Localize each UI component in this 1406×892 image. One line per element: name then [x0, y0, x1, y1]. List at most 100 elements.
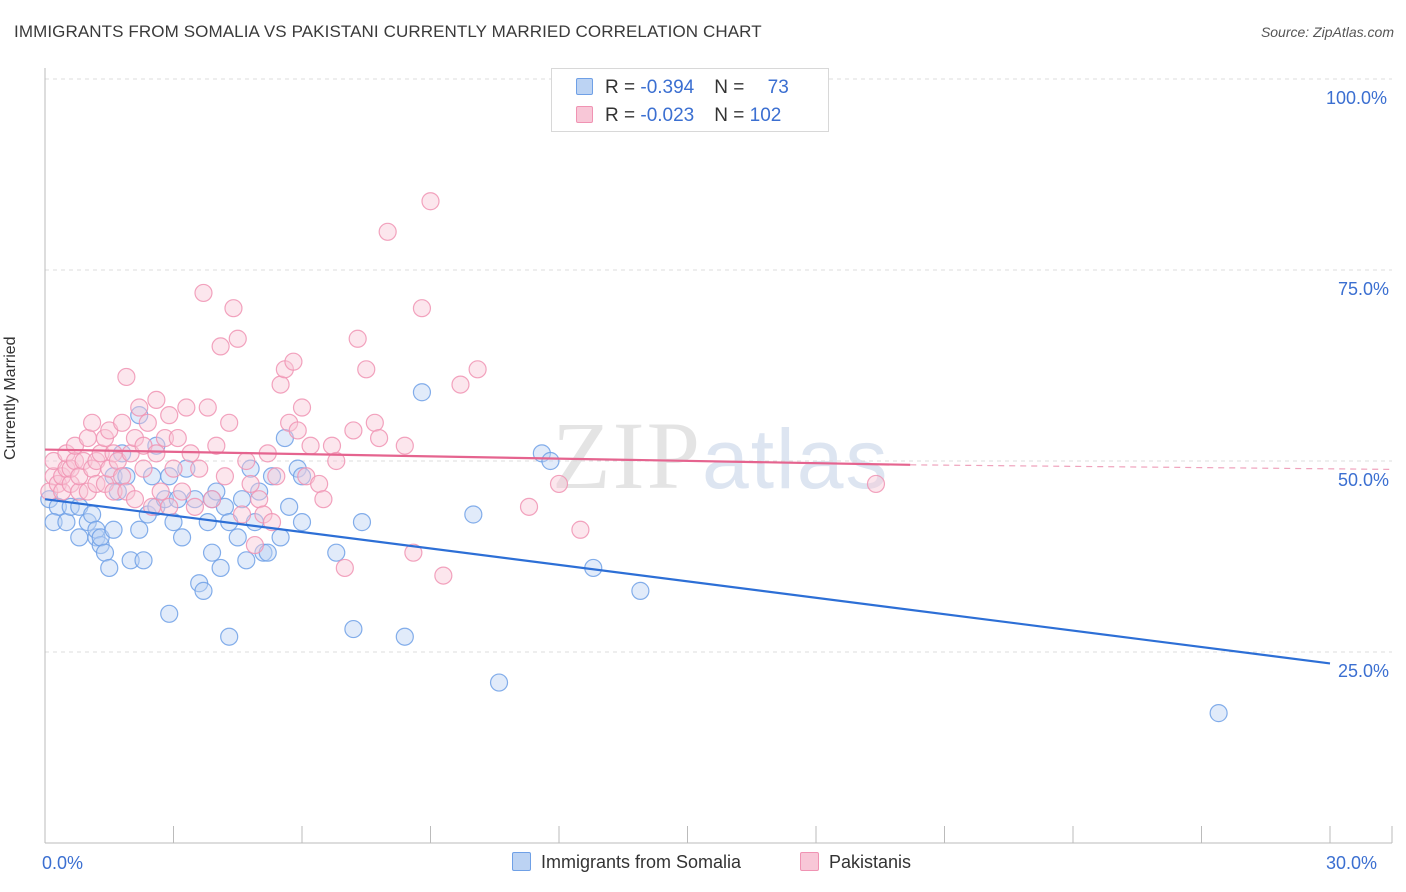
point-pakistani	[301, 436, 320, 455]
point-pakistani	[395, 436, 414, 455]
point-somalia	[412, 383, 432, 402]
point-somalia	[262, 467, 282, 486]
y-tick-75: 75.0%	[1338, 279, 1390, 299]
point-pakistani	[202, 490, 222, 509]
point-pakistani	[164, 459, 183, 478]
point-pakistani	[549, 474, 569, 494]
point-pakistani	[245, 535, 264, 555]
point-pakistani	[262, 513, 282, 532]
point-pakistani	[198, 398, 217, 417]
point-somalia	[134, 551, 153, 570]
point-somalia	[194, 581, 213, 600]
point-pakistani	[172, 482, 192, 501]
point-somalia	[202, 543, 222, 562]
point-pakistani	[241, 474, 260, 494]
point-pakistani	[190, 459, 209, 478]
legend-row-somalia: R = -0.394 N = 73	[576, 77, 789, 99]
bottom-legend-somalia: Immigrants from Somalia	[512, 852, 741, 873]
point-pakistani	[134, 459, 153, 478]
point-pakistani	[434, 566, 453, 585]
point-pakistani	[207, 436, 226, 455]
trendline-pakistani	[44, 448, 911, 466]
point-pakistani	[421, 192, 440, 211]
legend-swatch-pakistani	[576, 106, 593, 123]
point-somalia	[104, 520, 123, 539]
watermark-zip: ZIP	[552, 402, 702, 509]
point-pakistani	[310, 474, 329, 494]
legend-n-value: 73	[767, 77, 789, 98]
point-pakistani	[284, 352, 303, 371]
point-pakistani	[224, 299, 243, 318]
point-pakistani	[117, 367, 136, 387]
x-tick-0: 0.0%	[42, 853, 84, 873]
point-pakistani	[232, 505, 252, 524]
point-pakistani	[327, 451, 346, 471]
legend-r-value: -0.394	[640, 77, 695, 98]
point-pakistani	[125, 490, 145, 509]
point-pakistani	[412, 299, 432, 318]
point-somalia	[130, 520, 149, 539]
legend-row-pakistani: R = -0.023 N = 102	[576, 105, 781, 127]
point-pakistani	[194, 283, 213, 303]
legend-r-label: R =	[605, 105, 641, 126]
legend-swatch-somalia	[576, 78, 593, 95]
point-pakistani	[468, 360, 487, 379]
point-pakistani	[357, 360, 376, 379]
point-pakistani	[211, 337, 230, 356]
point-somalia	[57, 513, 76, 532]
point-pakistani	[335, 558, 354, 578]
point-somalia	[292, 467, 312, 486]
point-somalia	[352, 513, 372, 532]
point-pakistani	[288, 421, 307, 440]
stats-legend: R = -0.394 N = 73 R = -0.023 N = 102	[551, 68, 829, 132]
point-pakistani	[78, 428, 97, 448]
point-pakistani	[322, 436, 342, 455]
point-pakistani	[168, 428, 187, 448]
point-somalia	[83, 505, 102, 524]
point-somalia	[44, 513, 63, 532]
y-tick-100: 100.0%	[1326, 88, 1388, 108]
point-pakistani	[348, 329, 367, 348]
bottom-legend-swatch-somalia	[512, 852, 531, 871]
source-label: Source: ZipAtlas.com	[1260, 24, 1394, 40]
point-somalia	[1209, 704, 1228, 723]
point-somalia	[100, 558, 119, 578]
point-pakistani	[181, 444, 200, 463]
point-somalia	[121, 551, 140, 570]
legend-r-label: R =	[605, 77, 641, 98]
point-pakistani	[267, 467, 286, 486]
point-pakistani	[220, 413, 239, 432]
point-somalia	[228, 528, 247, 547]
bottom-legend-label-pakistani: Pakistanis	[829, 852, 912, 872]
point-somalia	[395, 627, 414, 646]
chart-title: IMMIGRANTS FROM SOMALIA VS PAKISTANI CUR…	[14, 22, 762, 41]
point-pakistani	[147, 390, 166, 409]
point-pakistani	[160, 497, 179, 516]
point-pakistani	[571, 520, 590, 539]
point-somalia	[489, 673, 509, 692]
point-pakistani	[237, 451, 256, 471]
point-pakistani	[250, 490, 269, 509]
watermark-atlas: atlas	[702, 412, 890, 506]
legend-r-value: -0.023	[640, 105, 695, 126]
point-somalia	[232, 490, 252, 509]
point-pakistani	[112, 413, 132, 432]
point-pakistani	[866, 474, 886, 494]
watermark: ZIPatlas	[552, 400, 889, 511]
point-pakistani	[155, 428, 175, 448]
x-tick-30: 30.0%	[1326, 853, 1378, 873]
point-pakistani	[112, 467, 132, 486]
point-somalia	[280, 497, 299, 516]
point-pakistani	[271, 375, 290, 394]
bottom-legend-swatch-pakistani	[800, 852, 819, 871]
point-somalia	[292, 513, 312, 532]
point-somalia	[211, 558, 230, 578]
bottom-legend-label-somalia: Immigrants from Somalia	[541, 852, 742, 872]
point-somalia	[327, 543, 346, 562]
point-somalia	[160, 604, 179, 623]
point-somalia	[271, 528, 290, 547]
point-pakistani	[130, 398, 149, 417]
point-somalia	[198, 513, 217, 532]
point-pakistani	[138, 413, 157, 432]
